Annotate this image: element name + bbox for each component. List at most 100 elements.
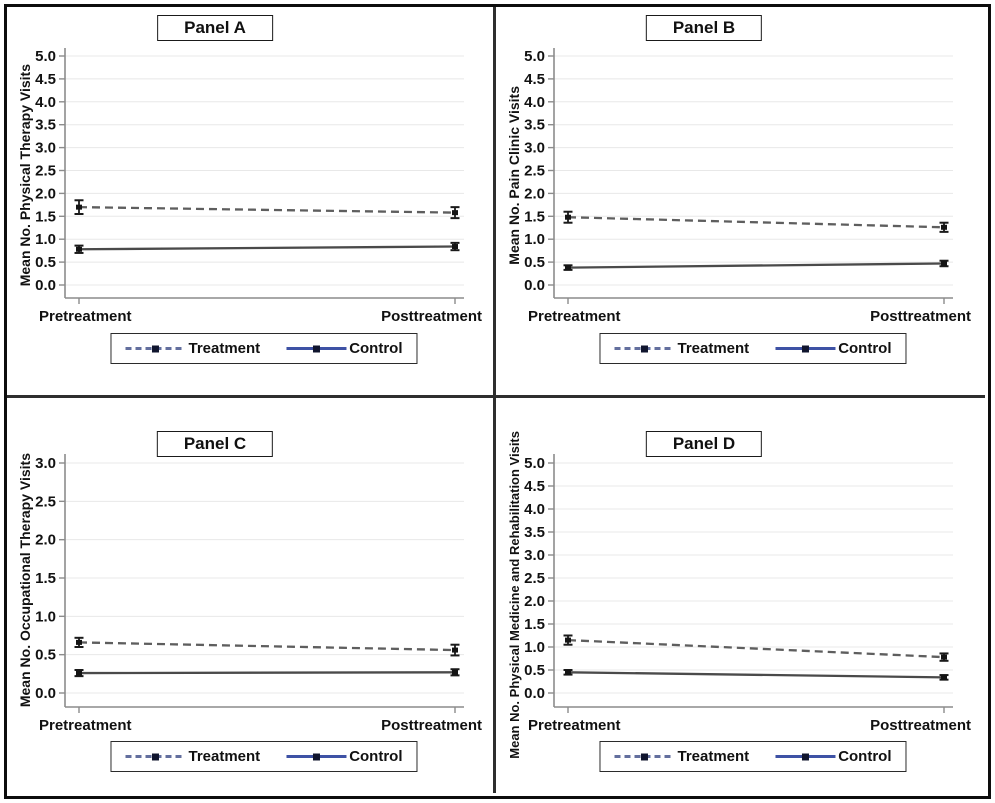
y-tick-label: 1.0 [35,231,56,248]
x-axis-ticks [567,298,945,304]
y-axis-ticks: 0.0 0.5 1.0 1.5 2.0 2.5 3.0 3.5 4.0 4.5 5.0 [35,48,65,294]
y-tick-label: 1.0 [524,639,545,656]
y-tick-label: 0.0 [524,277,545,294]
panel-d: 0.0 0.5 1.0 1.5 2.0 2.5 3.0 3.5 4.0 4.5 5.0 Pretrea… [496,398,985,793]
data-point-marker [941,674,947,680]
treatment-dashed-line-sample [614,753,675,760]
control-legend-label: Control [349,748,403,765]
control-marker-icon [312,345,320,352]
control-solid-line-sample [286,753,347,760]
y-tick-label: 4.5 [524,478,545,495]
y-tick-label: 1.5 [35,570,56,587]
y-tick-label: 4.5 [35,71,56,88]
data-point-marker [565,214,571,220]
legend-item-control: Control [286,340,403,357]
panel-c-plot: 0.0 0.5 1.0 1.5 2.0 2.5 3.0 Pretreatment Posttre… [35,454,482,734]
y-tick-label: 4.0 [524,94,545,111]
treatment-legend-label: Treatment [677,748,750,765]
panel-a-title-box: Panel A [157,15,273,41]
y-tick-label: 0.0 [524,685,545,702]
control-legend-label: Control [838,340,892,357]
control-solid-line-sample [286,345,347,352]
treatment-marker-icon [640,345,648,352]
figure-frame: 0.0 0.5 1.0 1.5 2.0 2.5 3.0 3.5 4.0 4.5 5.0 Pretrea… [4,4,991,799]
y-tick-label: 3.0 [524,547,545,564]
y-tick-label: 2.5 [35,493,56,510]
data-point-marker [452,647,458,653]
data-point-marker [941,224,947,230]
x-category-labels: Pretreatment Posttreatment [528,717,971,734]
treatment-marker-icon [151,753,159,760]
y-tick-label: 3.5 [524,117,545,134]
panel-a-legend: Treatment Control [110,333,418,364]
y-tick-label: 3.5 [524,524,545,541]
panel-b-legend: Treatment Control [599,333,907,364]
panel-c-y-axis-label: Mean No. Occupational Therapy Visits [17,452,33,708]
legend-item-treatment: Treatment [125,340,260,357]
data-point-marker [565,637,571,643]
posttreatment-label: Posttreatment [381,717,482,734]
axes [553,454,953,708]
x-axis-ticks [78,707,456,713]
y-tick-label: 5.0 [35,48,56,65]
gridlines [554,55,953,286]
control-marker-icon [801,753,809,760]
y-tick-label: 0.5 [35,647,56,664]
treatment-dashed-line-sample [125,753,186,760]
data-point-marker [565,265,571,271]
y-axis-ticks: 0.0 0.5 1.0 1.5 2.0 2.5 3.0 [35,455,65,702]
y-tick-label: 2.5 [35,163,56,180]
y-tick-label: 0.5 [524,254,545,271]
panel-c-title-box: Panel C [156,431,274,457]
legend-item-treatment: Treatment [125,748,260,765]
y-tick-label: 3.0 [35,455,56,472]
pretreatment-label: Pretreatment [528,308,621,325]
treatment-legend-label: Treatment [188,748,261,765]
panel-c-legend: Treatment Control [110,741,418,772]
y-tick-label: 2.0 [35,532,56,549]
series-control [74,668,460,678]
series-control [563,669,949,681]
panel-a-plot: 0.0 0.5 1.0 1.5 2.0 2.5 3.0 3.5 4.0 4.5 5.0 Pretrea… [35,48,482,325]
x-category-labels: Pretreatment Posttreatment [528,308,971,325]
data-point-marker [452,669,458,675]
data-point-marker [941,260,947,266]
x-category-labels: Pretreatment Posttreatment [39,717,482,734]
pretreatment-label: Pretreatment [39,717,132,734]
y-tick-label: 2.5 [524,163,545,180]
series-treatment [563,210,949,233]
data-point-marker [76,246,82,252]
legend-item-treatment: Treatment [614,748,749,765]
y-axis-ticks: 0.0 0.5 1.0 1.5 2.0 2.5 3.0 3.5 4.0 4.5 5.0 [524,455,554,702]
x-axis-ticks [567,707,945,713]
treatment-marker-icon [640,753,648,760]
panel-d-title: Panel D [672,434,736,453]
panel-a-title: Panel A [184,18,246,37]
y-tick-label: 5.0 [524,455,545,472]
control-marker-icon [312,753,320,760]
y-tick-label: 1.0 [35,608,56,625]
y-tick-label: 2.0 [35,185,56,202]
y-tick-label: 5.0 [524,48,545,65]
panel-d-y-axis-label: Mean No. Physical Medicine and Rehabilit… [506,431,522,759]
y-tick-label: 4.0 [35,94,56,111]
panel-c-title: Panel C [183,434,247,453]
panel-a-y-axis-label: Mean No. Physical Therapy Visits [17,63,33,287]
posttreatment-label: Posttreatment [381,308,482,325]
y-tick-label: 4.5 [524,71,545,88]
x-category-labels: Pretreatment Posttreatment [39,308,482,325]
y-tick-label: 0.0 [35,685,56,702]
series-control [563,259,949,271]
series-treatment [563,634,949,662]
control-legend-label: Control [349,340,403,357]
series-control [74,241,460,254]
control-legend-label: Control [838,748,892,765]
y-tick-label: 3.0 [524,140,545,157]
y-tick-label: 1.5 [524,208,545,225]
data-point-marker [565,669,571,675]
gridlines [554,462,953,694]
panel-a: 0.0 0.5 1.0 1.5 2.0 2.5 3.0 3.5 4.0 4.5 5.0 Pretrea… [7,7,496,398]
panel-b: 0.0 0.5 1.0 1.5 2.0 2.5 3.0 3.5 4.0 4.5 5.0 Pretrea… [496,7,985,398]
axes [553,48,953,299]
